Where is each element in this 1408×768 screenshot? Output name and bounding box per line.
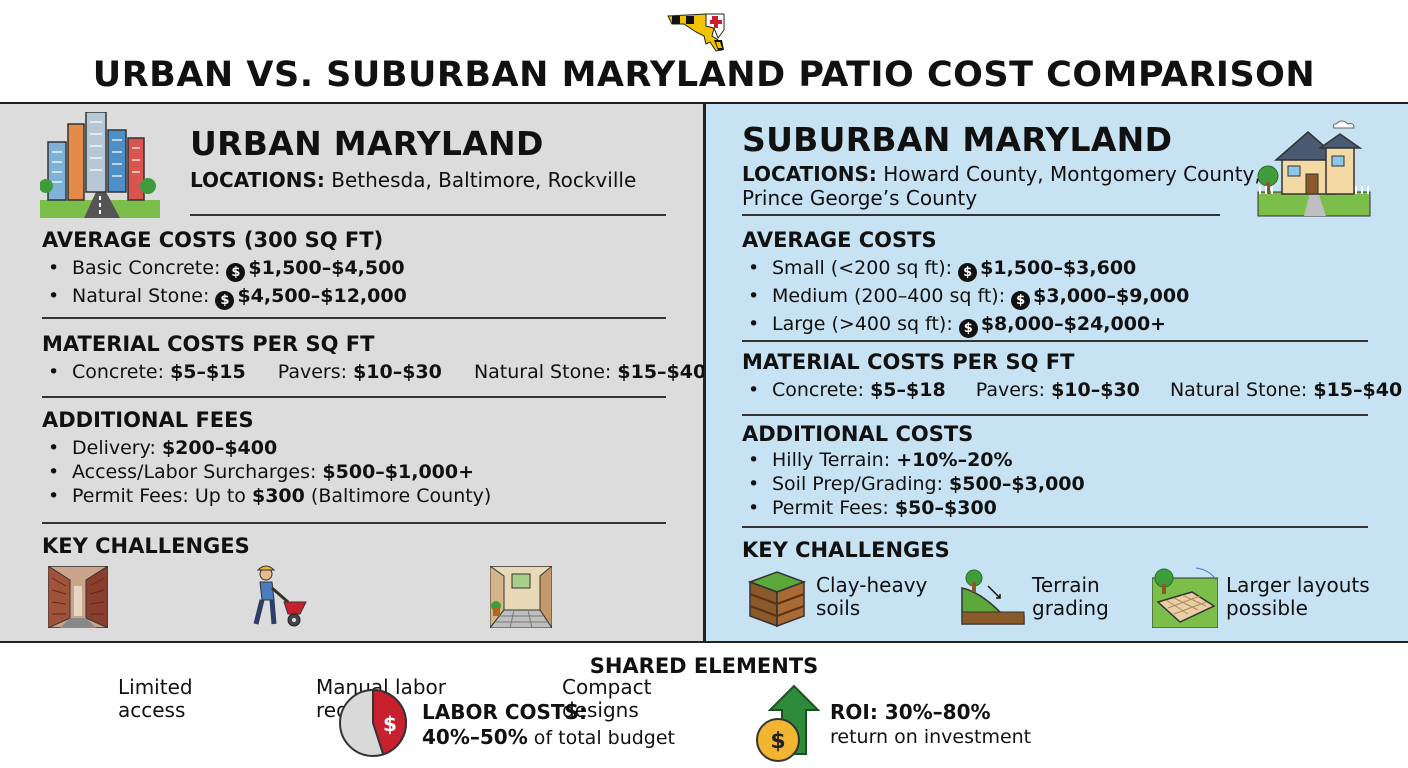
material-natural-stone: Natural Stone: $15–$40 — [1169, 379, 1403, 401]
suburban-material-costs-row: Concrete: $5–$18 Pavers: $10–$30 Natural… — [742, 378, 1402, 402]
material-concrete: Concrete: $5–$15 — [42, 360, 246, 384]
divider — [742, 340, 1368, 342]
challenge-label: Compact designs — [562, 675, 652, 722]
urban-panel: URBAN MARYLAND LOCATIONS: Bethesda, Balt… — [0, 102, 706, 722]
labor-cost-slice — [372, 688, 407, 756]
list-item: Permit Fees: Up to $300 (Baltimore Count… — [42, 484, 491, 508]
dollar-coin-icon: $ — [215, 291, 235, 310]
urban-average-costs-heading: AVERAGE COSTS (300 SQ FT) — [42, 228, 384, 252]
dollar-coin-icon: $ — [958, 263, 978, 282]
material-natural-stone: Natural Stone: $15–$40 — [473, 361, 707, 383]
list-item: Basic Concrete: $$1,500–$4,500 — [42, 256, 407, 282]
material-pavers: Pavers: $10–$30 — [277, 361, 442, 383]
divider — [742, 414, 1368, 416]
urban-additional-fees-heading: ADDITIONAL FEES — [42, 408, 254, 432]
list-item: Medium (200–400 sq ft): $$3,000–$9,000 — [742, 284, 1189, 310]
dollar-coin-icon: $ — [958, 319, 978, 338]
suburban-panel: SUBURBAN MARYLAND LOCATIONS: Howard Coun… — [704, 102, 1408, 643]
divider — [42, 396, 666, 398]
suburban-locations: LOCATIONS: Howard County, Montgomery Cou… — [742, 162, 1261, 210]
dollar-sign-icon: $ — [383, 712, 397, 736]
labor-cost-pie-icon: $ — [339, 688, 407, 757]
dollar-coin-icon: $ — [226, 263, 246, 282]
urban-average-costs-list: Basic Concrete: $$1,500–$4,500 Natural S… — [42, 256, 407, 310]
labor-costs-text: LABOR COSTS: 40%–50% of total budget — [422, 700, 675, 749]
list-item: Delivery: $200–$400 — [42, 436, 491, 460]
challenge-label: Terrain grading — [1032, 573, 1109, 620]
alley-icon — [48, 566, 108, 628]
challenge-label: Clay-heavy soils — [816, 573, 928, 620]
urban-title: URBAN MARYLAND — [190, 124, 544, 163]
material-concrete: Concrete: $5–$18 — [742, 378, 946, 402]
divider — [190, 214, 666, 216]
list-item: Small (<200 sq ft): $$1,500–$3,600 — [742, 256, 1189, 282]
suburban-average-costs-heading: AVERAGE COSTS — [742, 228, 937, 252]
dollar-coin-icon: $ — [1011, 291, 1031, 310]
city-skyline-icon — [40, 112, 160, 218]
divider — [742, 526, 1368, 528]
urban-material-costs-heading: MATERIAL COSTS PER SQ FT — [42, 332, 375, 356]
list-item: Soil Prep/Grading: $500–$3,000 — [742, 472, 1085, 496]
list-item: Access/Labor Surcharges: $500–$1,000+ — [42, 460, 491, 484]
list-item: Permit Fees: $50–$300 — [742, 496, 1085, 520]
roi-growth-icon: $ — [756, 684, 820, 762]
suburban-house-icon — [1257, 120, 1371, 217]
large-patio-icon — [1152, 567, 1218, 628]
urban-material-costs-row: Concrete: $5–$15 Pavers: $10–$30 Natural… — [42, 360, 706, 384]
header: URBAN VS. SUBURBAN MARYLAND PATIO COST C… — [0, 0, 1408, 103]
maryland-flag-icon — [667, 13, 725, 52]
urban-additional-fees-list: Delivery: $200–$400 Access/Labor Surchar… — [42, 436, 491, 508]
slope-icon — [961, 569, 1025, 625]
list-item: Hilly Terrain: +10%–20% — [742, 448, 1085, 472]
suburban-key-challenges-heading: KEY CHALLENGES — [742, 538, 950, 562]
courtyard-icon — [490, 566, 552, 628]
divider — [42, 522, 666, 524]
page-title: URBAN VS. SUBURBAN MARYLAND PATIO COST C… — [92, 55, 1316, 95]
roi-text: ROI: 30%–80% return on investment — [830, 700, 1032, 748]
divider — [42, 317, 666, 319]
urban-key-challenges-heading: KEY CHALLENGES — [42, 534, 250, 558]
shared-elements-heading: SHARED ELEMENTS — [589, 654, 819, 678]
list-item: Natural Stone: $$4,500–$12,000 — [42, 284, 407, 310]
soil-layers-icon — [747, 571, 807, 628]
list-item: Large (>400 sq ft): $$8,000–$24,000+ — [742, 312, 1189, 338]
suburban-average-costs-list: Small (<200 sq ft): $$1,500–$3,600 Mediu… — [742, 256, 1189, 338]
suburban-additional-costs-list: Hilly Terrain: +10%–20% Soil Prep/Gradin… — [742, 448, 1085, 520]
challenge-label: Larger layouts possible — [1226, 573, 1370, 620]
urban-locations: LOCATIONS: Bethesda, Baltimore, Rockvill… — [190, 168, 637, 192]
challenge-label: Limited access — [118, 675, 193, 722]
suburban-additional-costs-heading: ADDITIONAL COSTS — [742, 422, 974, 446]
suburban-title: SUBURBAN MARYLAND — [742, 120, 1173, 159]
material-pavers: Pavers: $10–$30 — [975, 379, 1140, 401]
suburban-material-costs-heading: MATERIAL COSTS PER SQ FT — [742, 350, 1075, 374]
worker-wheelbarrow-icon — [253, 565, 307, 627]
divider — [742, 214, 1220, 216]
svg-text:$: $ — [770, 729, 785, 754]
